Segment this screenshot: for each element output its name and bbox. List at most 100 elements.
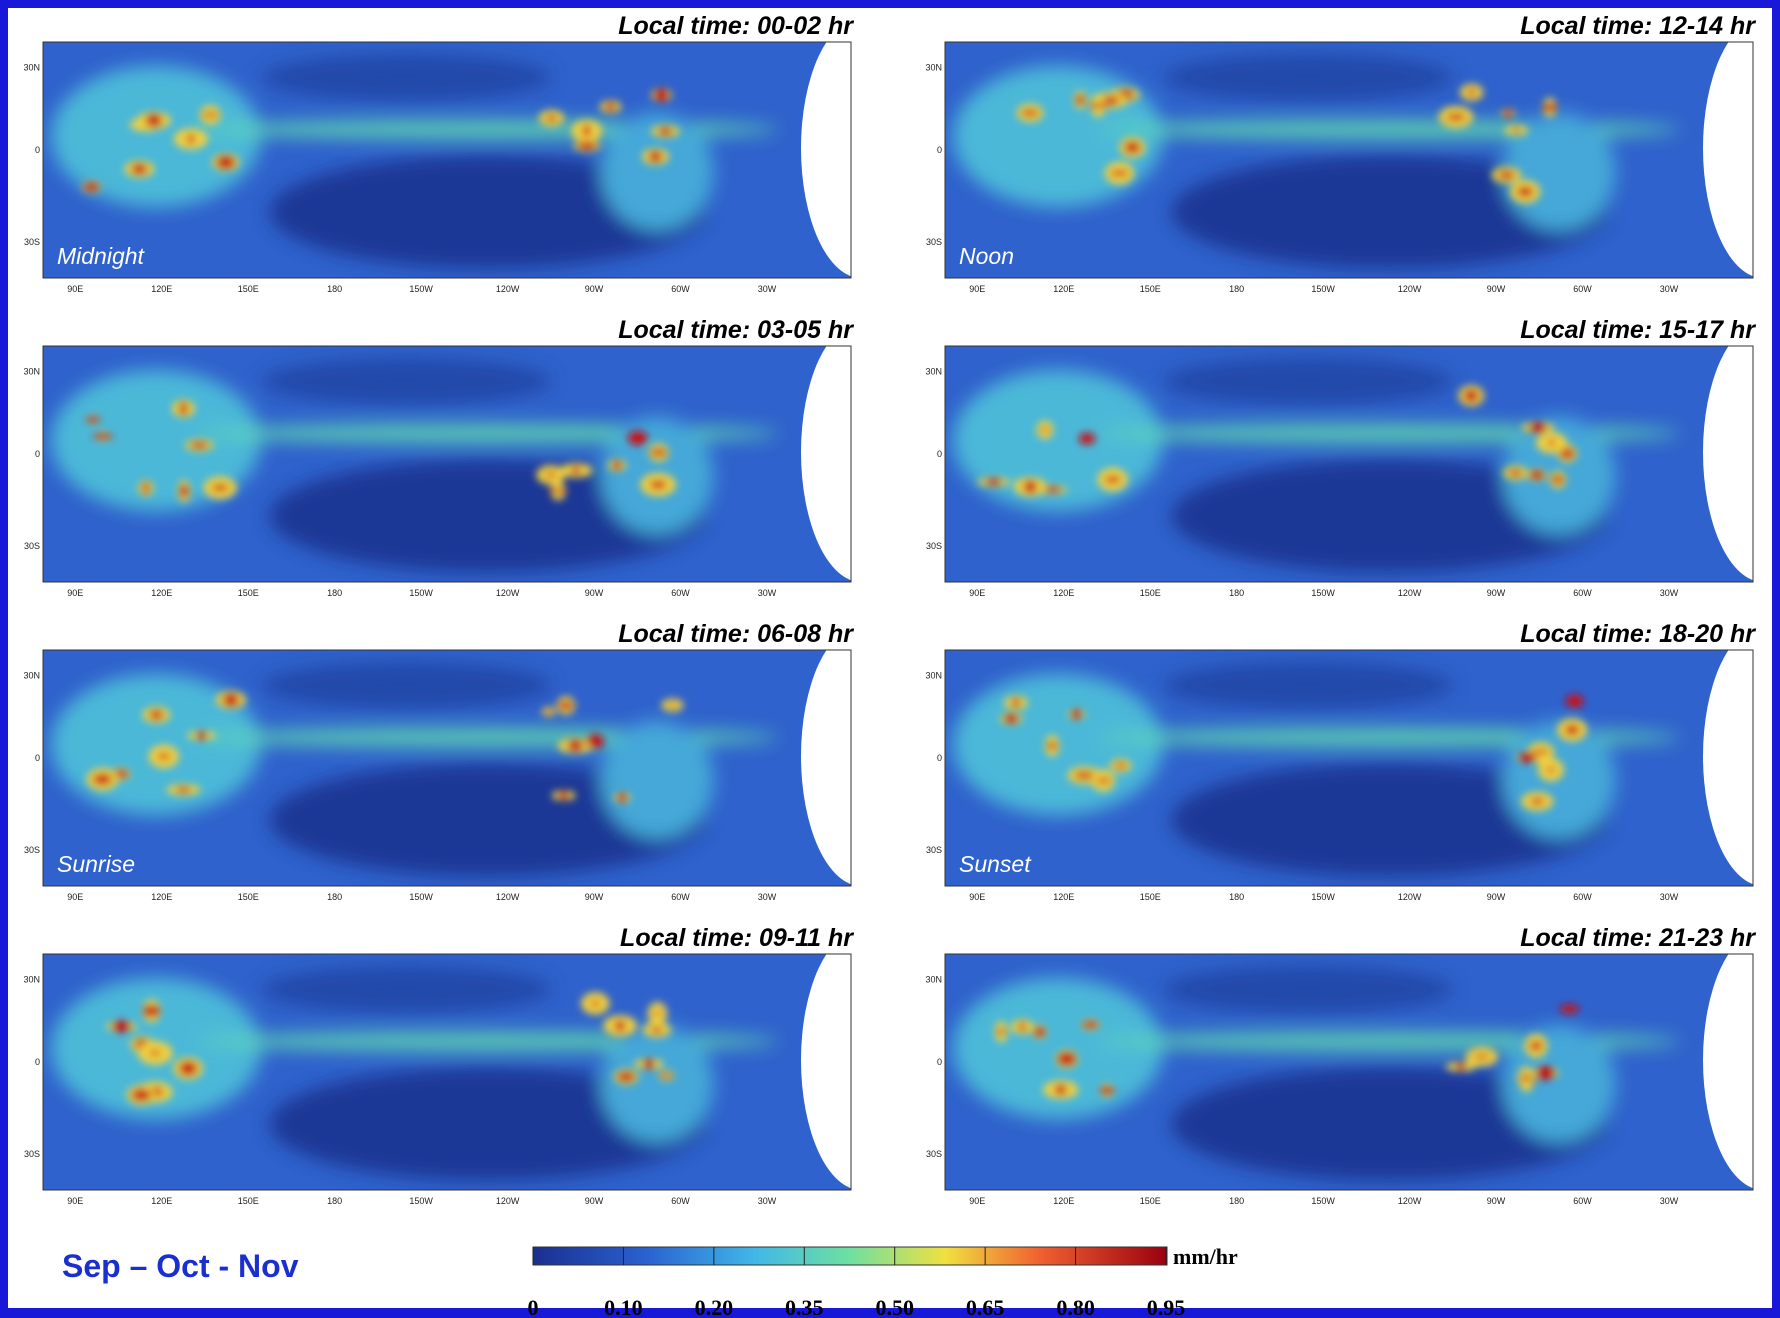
colorbar-label: 0 [528,1295,539,1318]
rain-core [1082,1021,1099,1029]
rain-core [1047,742,1058,750]
rain-core [145,114,162,127]
rain-core [1512,127,1520,133]
rain-core [1088,103,1108,108]
lon-label: 150W [409,1196,433,1206]
lon-label: 90E [67,588,83,598]
rain-core [1565,694,1584,708]
lat-label: 30N [23,670,40,680]
lon-label: 150W [409,284,433,294]
lat-label: 30S [24,237,40,247]
rain-core [616,1071,636,1082]
rain-core [1114,762,1127,769]
colorbar-label: 0.80 [1056,1295,1095,1318]
lon-label: 90E [969,588,985,598]
lon-label: 180 [1229,588,1244,598]
map-field [953,53,1681,269]
map-field [51,53,779,269]
dry-ocean [261,965,553,1014]
panel-title: Local time: 09-11 hr [620,924,854,952]
rain-core [548,488,568,493]
lon-label: 180 [1229,284,1244,294]
rain-core [1054,1084,1067,1095]
rain-core [1542,103,1558,112]
rain-core [222,693,240,707]
lon-label: 150E [1140,1196,1161,1206]
rain-map [43,42,851,278]
rain-core [142,481,149,495]
lat-label: 30N [925,670,942,680]
rain-core [216,155,236,169]
rain-core [1518,752,1537,763]
rain-core [85,416,101,423]
lat-label: 0 [937,1057,942,1067]
rain-core [179,1061,198,1076]
dry-ocean [269,763,706,877]
rain-core [658,127,673,136]
dry-ocean [1163,357,1455,405]
rain-core [179,484,189,498]
lon-label: 150E [238,892,259,902]
warm-pool [51,369,262,512]
lon-label: 120E [1053,892,1074,902]
rain-core [1033,1026,1046,1038]
dry-ocean [1171,459,1608,573]
rain-core [1042,486,1062,493]
rain-cores [999,694,1588,811]
rain-core [1057,1052,1077,1066]
rain-cores [85,399,677,503]
lon-label: 180 [327,892,342,902]
lat-label: 30S [24,845,40,855]
lon-label: 150E [238,284,259,294]
no-data [1703,650,1753,885]
rain-core [149,710,164,720]
dry-ocean [1171,155,1608,269]
map-frame [42,345,852,583]
rain-core [559,790,569,801]
lon-label: 90W [585,588,604,598]
lat-label: 30N [23,366,40,376]
dry-ocean [1171,1067,1608,1181]
lon-label: 120E [1053,588,1074,598]
lon-label: 30W [758,1196,777,1206]
lon-label: 120W [496,284,520,294]
lon-label: 30W [758,284,777,294]
map-frame [42,649,852,887]
lon-label: 90W [1487,892,1506,902]
lon-label: 150E [1140,892,1161,902]
rain-core [92,433,113,440]
lon-label: 180 [1229,1196,1244,1206]
rain-core [654,1010,661,1017]
rain-core [1074,771,1094,779]
rain-cores [994,1004,1580,1099]
no-data [801,954,851,1189]
warm-pool [953,65,1164,208]
rain-core [1071,709,1082,720]
lon-label: 150E [1140,284,1161,294]
dry-ocean [261,53,553,101]
lon-label: 30W [758,892,777,902]
rain-core [651,1026,663,1033]
rain-core [1018,1022,1026,1032]
lat-label: 30S [926,845,942,855]
rain-core [190,441,209,449]
lat-label: 0 [937,753,942,763]
lon-label: 120W [1398,892,1422,902]
south-america [600,112,714,231]
rain-core [1533,749,1549,755]
rain-core [545,709,553,714]
no-data [1703,346,1753,581]
map-frame [42,41,852,279]
no-data [801,650,851,885]
rain-core [1095,777,1111,784]
rain-core [1551,475,1565,484]
rain-map [945,954,1753,1190]
rain-core [1529,1041,1543,1051]
lon-label: 90E [969,284,985,294]
map-field [51,357,779,573]
lon-label: 90W [1487,284,1506,294]
rain-core [93,773,112,785]
rain-map [945,42,1753,278]
rain-cores [82,88,680,193]
lon-label: 30W [758,588,777,598]
